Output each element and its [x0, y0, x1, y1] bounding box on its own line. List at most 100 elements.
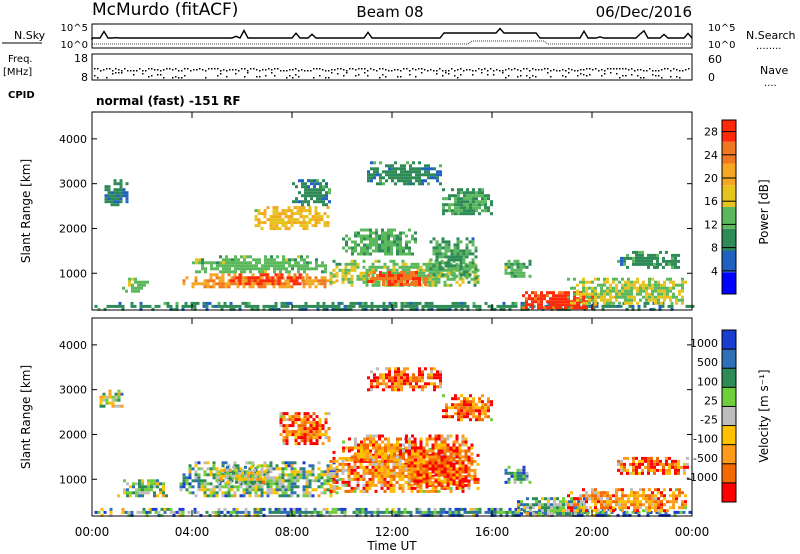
freq-dot	[277, 68, 279, 70]
heatmap-cell	[541, 503, 544, 507]
heatmap-cell	[443, 452, 447, 456]
heatmap-cell	[272, 285, 276, 289]
heatmap-cell	[298, 513, 302, 517]
heatmap-cell	[347, 277, 351, 281]
heatmap-cell	[332, 477, 336, 481]
heatmap-cell	[626, 468, 629, 472]
heatmap-cell	[284, 467, 288, 471]
heatmap-cell	[247, 480, 250, 484]
heatmap-cell	[246, 264, 249, 268]
heatmap-cell	[302, 470, 306, 474]
heatmap-cell	[329, 479, 333, 483]
heatmap-cell	[475, 513, 479, 517]
heatmap-cell	[238, 480, 241, 484]
heatmap-cell	[464, 452, 468, 456]
heatmap-cell	[233, 282, 237, 286]
heatmap-cell	[305, 479, 309, 483]
heatmap-cell	[366, 437, 369, 441]
heatmap-cell	[197, 473, 201, 477]
heatmap-cell	[502, 510, 506, 514]
heatmap-cell	[147, 491, 150, 495]
heatmap-cell	[437, 470, 441, 474]
heatmap-cell	[508, 510, 512, 514]
heatmap-cell	[446, 455, 450, 459]
heatmap-cell	[573, 503, 576, 507]
heatmap-cell	[582, 283, 585, 287]
heatmap-cell	[409, 176, 412, 180]
heatmap-cell	[660, 292, 663, 296]
heatmap-cell	[140, 286, 143, 290]
heatmap-cell	[453, 264, 457, 268]
heatmap-cell	[326, 470, 330, 474]
heatmap-cell	[393, 234, 396, 238]
heatmap-cell	[677, 265, 680, 269]
heatmap-cell	[214, 304, 218, 308]
heatmap-cell	[289, 513, 293, 517]
heatmap-cell	[374, 462, 378, 466]
heatmap-cell	[463, 206, 466, 210]
heatmap-cell	[308, 470, 312, 474]
freq-dot	[568, 68, 570, 70]
heatmap-cell	[624, 289, 627, 293]
heatmap-cell	[226, 304, 230, 308]
heatmap-cell	[389, 459, 393, 463]
heatmap-cell	[617, 462, 620, 466]
heatmap-cell	[362, 265, 366, 269]
heatmap-cell	[653, 256, 656, 260]
heatmap-cell	[309, 424, 313, 428]
heatmap-cell	[108, 395, 112, 399]
heatmap-cell	[400, 280, 403, 283]
heatmap-cell	[469, 394, 472, 398]
heatmap-cell	[463, 197, 466, 201]
heatmap-cell	[370, 277, 373, 280]
heatmap-cell	[291, 415, 295, 419]
heatmap-cell	[216, 261, 219, 265]
heatmap-cell	[290, 212, 294, 216]
heatmap-cell	[647, 265, 650, 269]
heatmap-cell	[451, 188, 454, 192]
heatmap-cell	[308, 485, 312, 489]
heatmap-cell	[675, 497, 678, 501]
heatmap-cell	[376, 182, 379, 186]
nave-dot	[508, 75, 510, 77]
heatmap-cell	[291, 258, 294, 262]
heatmap-cell	[303, 258, 306, 262]
heatmap-cell	[410, 467, 414, 471]
heatmap-cell	[366, 455, 369, 459]
heatmap-cell	[456, 240, 460, 244]
heatmap-cell	[564, 303, 567, 307]
heatmap-cell	[298, 282, 302, 286]
heatmap-cell	[425, 476, 429, 480]
heatmap-cell	[465, 246, 469, 250]
heatmap-cell	[131, 289, 134, 293]
heatmap-cell	[319, 304, 323, 308]
heatmap-cell	[406, 510, 410, 514]
heatmap-cell	[621, 506, 624, 510]
heatmap-cell	[490, 418, 493, 422]
heatmap-cell	[295, 200, 298, 204]
heatmap-cell	[400, 304, 404, 308]
heatmap-cell	[201, 261, 204, 265]
heatmap-cell	[603, 503, 606, 507]
heatmap-cell	[308, 282, 312, 286]
heatmap-cell	[522, 294, 525, 298]
heatmap-cell	[410, 265, 414, 269]
heatmap-cell	[437, 434, 441, 438]
heatmap-cell	[116, 194, 120, 198]
heatmap-cell	[660, 491, 663, 495]
heatmap-cell	[669, 295, 672, 299]
heatmap-cell	[341, 480, 345, 484]
heatmap-cell	[386, 465, 390, 469]
heatmap-cell	[293, 473, 297, 477]
heatmap-cell	[601, 307, 605, 311]
heatmap-cell	[317, 473, 321, 477]
heatmap-cell	[538, 503, 541, 507]
heatmap-cell	[416, 485, 420, 489]
heatmap-cell	[218, 488, 222, 492]
heatmap-cell	[564, 294, 567, 298]
heatmap-cell	[361, 507, 365, 511]
heatmap-cell	[374, 283, 378, 287]
heatmap-cell	[260, 221, 264, 225]
heatmap-cell	[371, 453, 375, 457]
heatmap-cell	[660, 295, 663, 299]
